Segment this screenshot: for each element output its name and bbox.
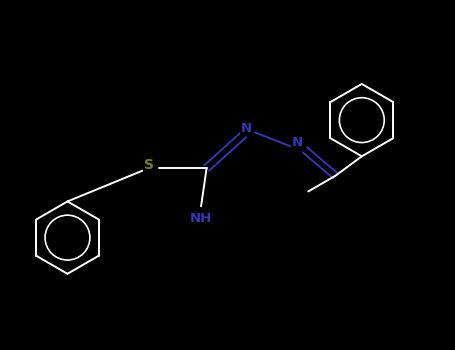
Text: S: S xyxy=(144,158,154,172)
Text: NH: NH xyxy=(190,212,212,225)
Text: N: N xyxy=(292,136,303,149)
Text: N: N xyxy=(241,122,252,135)
